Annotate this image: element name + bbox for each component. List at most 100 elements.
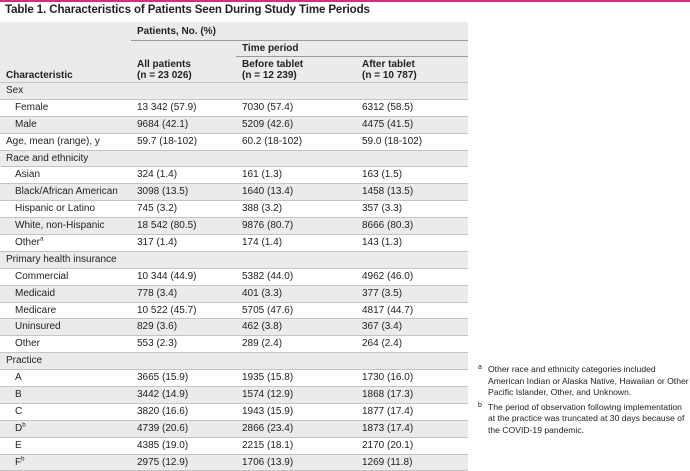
cell-before: 1640 (13.4) [242,186,294,198]
section-row: Race and ethnicity [0,150,469,167]
table-row: Female 13 342 (57.9) 7030 (57.4) 6312 (58.5… [0,99,469,117]
section-label: Race and ethnicity [0,150,131,167]
footnote-mark: b [478,401,482,409]
header-all-label: All patients [137,59,191,70]
row-label: Age, mean (range), y [0,133,131,150]
cell-after: 4962 (46.0) [362,270,414,282]
cell-all: 317 (1.4) [137,236,178,248]
row-label-text: Primary health insurance [6,253,117,265]
section-label: Practice [0,353,131,370]
table-row: White, non-Hispanic 18 542 (80.5) 9876 (80… [0,217,469,235]
table-row: Hispanic or Latino 745 (3.2) 388 (3.2) 357 … [0,200,469,218]
cell-after: 8666 (80.3) [362,220,414,232]
cell-all: 2975 (12.9) [137,456,189,468]
table-row: Medicare 10 522 (45.7) 5705 (47.6) 4817 (44… [0,302,469,319]
row-label: Fb [0,454,131,471]
cell-all [131,150,236,167]
cell-before: 1706 (13.9) [242,456,294,468]
header-after-n: (n = 10 787) [362,70,417,81]
table-row: C 3820 (16.6) 1943 (15.9) 1877 (17.4) [0,403,469,421]
table-row: Medicaid 778 (3.4) 401 (3.3) 377 (3.5) [0,285,469,303]
row-label-text: A [15,372,22,384]
cell-after: 4475 (41.5) [362,118,414,130]
footnote-text: The period of observation following impl… [488,401,685,435]
cell-all [131,251,236,268]
cell-after [356,83,468,100]
header-all-n: (n = 23 026) [137,70,192,81]
cell-after: 59.0 (18-102) [362,135,423,147]
row-label: Black/African American [0,184,131,201]
row-label-text: Race and ethnicity [6,152,89,164]
cell-after [356,150,468,167]
cell-all: 10 522 (45.7) [137,304,197,316]
cell-all: 3665 (15.9) [137,372,189,384]
cell-before: 1943 (15.9) [242,405,294,417]
cell-after [356,353,468,370]
cell-all: 59.7 (18-102) [137,135,198,147]
row-label-text: Black/African American [15,186,118,198]
cell-all: 3098 (13.5) [137,186,189,198]
row-label-text: Female [15,101,49,113]
cell-before: 388 (3.2) [242,203,283,215]
accent-rule [0,0,690,2]
cell-before: 174 (1.4) [242,236,283,248]
row-label-text: Other [15,236,41,248]
cell-all: 10 344 (44.9) [137,270,197,282]
row-label: E [0,437,131,454]
row-label-text: Sex [6,84,24,96]
cell-before: 2866 (23.4) [242,422,294,434]
table-row: Asian 324 (1.4) 161 (1.3) 163 (1.5) [0,166,469,184]
cell-after: 143 (1.3) [362,236,403,248]
section-label: Primary health insurance [0,251,131,268]
table-row: Othera 317 (1.4) 174 (1.4) 143 (1.3) [0,234,469,252]
cell-after: 1730 (16.0) [362,372,414,384]
characteristics-table: Patients, No. (%) Time period Characteri… [0,22,469,471]
row-label: Hispanic or Latino [0,201,131,218]
cell-before [236,83,356,100]
table-row: Uninsured 829 (3.6) 462 (3.8) 367 (3.4) [0,318,469,336]
table-row: Commercial 10 344 (44.9) 5382 (44.0) 4962 (… [0,268,469,286]
cell-all: 9684 (42.1) [137,118,189,130]
section-row: Primary health insurance [0,251,469,269]
table-row: Db 4739 (20.6) 2866 (23.4) 1873 (17.4) [0,420,469,438]
cell-all: 778 (3.4) [137,287,178,299]
row-label-text: C [15,405,23,417]
cell-all: 745 (3.2) [137,203,178,215]
header-blank [0,41,131,57]
row-label: Db [0,420,131,437]
table-row: E 4385 (19.0) 2215 (18.1) 2170 (20.1) [0,437,469,455]
header-time-period: Time period [236,40,469,57]
cell-after: 1868 (17.3) [362,388,414,400]
header-characteristic: Characteristic [6,70,73,81]
cell-before: 2215 (18.1) [242,439,294,451]
row-label: Medicare [0,302,131,319]
cell-after: 163 (1.5) [362,169,403,181]
cell-before: 401 (3.3) [242,287,283,299]
row-label-text: E [15,439,22,451]
row-label: Other [0,336,131,353]
cell-after: 1458 (13.5) [362,186,414,198]
cell-after: 1877 (17.4) [362,405,414,417]
cell-all: 13 342 (57.9) [137,101,197,113]
table-row: A 3665 (15.9) 1935 (15.8) 1730 (16.0) [0,369,469,387]
header-patients-group: Patients, No. (%) [131,22,469,41]
table-body: Sex Female 13 342 (57.9) 7030 (57.4) 6312 (5… [0,82,469,471]
row-label: Uninsured [0,319,131,336]
header-before-label: Before tablet [242,59,304,70]
row-label-text: Practice [6,355,43,367]
footnote-a: a Other race and ethnicity categories in… [478,364,690,399]
row-label: Commercial [0,268,131,285]
row-label-text: Uninsured [15,321,61,333]
row-label-text: D [15,422,23,434]
table-row: Other 553 (2.3) 289 (2.4) 264 (2.4) [0,335,469,353]
cell-after: 264 (2.4) [362,338,403,350]
cell-before: 462 (3.8) [242,321,283,333]
footnote-b: b The period of observation following im… [478,402,690,437]
footnote-text: Other race and ethnicity categories incl… [488,364,689,398]
cell-before: 7030 (57.4) [242,101,294,113]
cell-after [356,251,468,268]
cell-all: 553 (2.3) [137,338,178,350]
cell-before: 5209 (42.6) [242,118,294,130]
row-label-text: Male [15,118,37,130]
row-label-text: White, non-Hispanic [15,220,105,232]
